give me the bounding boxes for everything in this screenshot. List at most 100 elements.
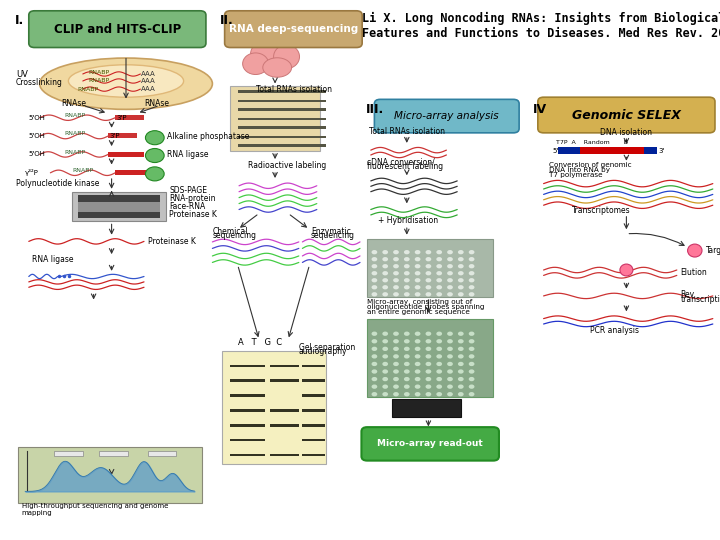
Text: III.: III. <box>366 103 384 116</box>
Circle shape <box>382 384 388 389</box>
Circle shape <box>382 278 388 282</box>
Text: sequencing: sequencing <box>212 232 256 240</box>
Circle shape <box>382 264 388 268</box>
Bar <box>567 147 580 154</box>
Circle shape <box>382 339 388 343</box>
Ellipse shape <box>68 65 184 97</box>
Circle shape <box>415 362 420 366</box>
Circle shape <box>436 369 442 374</box>
Bar <box>270 409 299 411</box>
Circle shape <box>393 362 399 366</box>
Circle shape <box>458 377 464 381</box>
Bar <box>644 147 657 154</box>
Circle shape <box>415 377 420 381</box>
Bar <box>230 379 265 382</box>
Circle shape <box>458 339 464 343</box>
FancyBboxPatch shape <box>29 11 206 48</box>
Circle shape <box>436 257 442 261</box>
Text: RNABP: RNABP <box>65 150 86 155</box>
Text: Rev.: Rev. <box>680 291 696 299</box>
Text: DNA into RNA by: DNA into RNA by <box>549 167 610 173</box>
Text: AAA: AAA <box>141 86 156 92</box>
Bar <box>148 451 176 456</box>
Bar <box>78 202 160 212</box>
Circle shape <box>372 285 377 289</box>
Circle shape <box>426 339 431 343</box>
Text: Li X. Long Noncoding RNAs: Insights from Biological
Features and Functions to Di: Li X. Long Noncoding RNAs: Insights from… <box>362 12 720 40</box>
Text: Chemical: Chemical <box>212 227 248 235</box>
Circle shape <box>426 250 431 254</box>
Circle shape <box>404 339 410 343</box>
Circle shape <box>426 285 431 289</box>
Bar <box>302 454 325 456</box>
Circle shape <box>426 392 431 396</box>
Circle shape <box>458 271 464 275</box>
Circle shape <box>469 369 474 374</box>
Circle shape <box>393 354 399 359</box>
Circle shape <box>447 271 453 275</box>
Circle shape <box>447 339 453 343</box>
Circle shape <box>393 339 399 343</box>
Circle shape <box>393 384 399 389</box>
Circle shape <box>447 292 453 296</box>
Circle shape <box>426 292 431 296</box>
Circle shape <box>447 392 453 396</box>
Text: Polynucleotide kinase: Polynucleotide kinase <box>16 179 99 188</box>
Bar <box>580 147 644 154</box>
Circle shape <box>145 148 164 163</box>
Text: transcription: transcription <box>680 295 720 304</box>
Text: Micro-array analysis: Micro-array analysis <box>395 111 499 121</box>
Bar <box>306 126 326 129</box>
Circle shape <box>436 347 442 351</box>
Bar <box>230 86 320 151</box>
Circle shape <box>458 384 464 389</box>
Circle shape <box>372 271 377 275</box>
Circle shape <box>404 384 410 389</box>
Circle shape <box>372 264 377 268</box>
Text: oligonucleotide probes spanning: oligonucleotide probes spanning <box>367 304 485 310</box>
Bar <box>302 409 325 411</box>
Circle shape <box>404 250 410 254</box>
Circle shape <box>404 332 410 336</box>
Circle shape <box>436 392 442 396</box>
Text: Face-RNA: Face-RNA <box>169 202 205 211</box>
Circle shape <box>372 332 377 336</box>
Text: Enzymatic: Enzymatic <box>311 227 351 235</box>
Text: 5'OH: 5'OH <box>29 133 45 139</box>
Text: fluorescent labeling: fluorescent labeling <box>367 162 444 171</box>
Text: an entire genomic sequence: an entire genomic sequence <box>367 309 470 315</box>
Bar <box>558 147 567 154</box>
Circle shape <box>415 354 420 359</box>
Text: Micro-array, consisting out of: Micro-array, consisting out of <box>367 299 472 305</box>
Circle shape <box>404 377 410 381</box>
Bar <box>284 126 310 129</box>
Text: PCR analysis: PCR analysis <box>590 326 639 335</box>
Text: 5': 5' <box>553 147 559 154</box>
Bar <box>306 107 326 111</box>
Circle shape <box>469 362 474 366</box>
Ellipse shape <box>688 244 702 257</box>
Circle shape <box>469 339 474 343</box>
Bar <box>78 195 160 218</box>
Circle shape <box>393 257 399 261</box>
Bar <box>302 379 325 382</box>
Circle shape <box>415 347 420 351</box>
Text: 5'OH: 5'OH <box>29 114 45 121</box>
Circle shape <box>469 271 474 275</box>
Bar <box>259 107 288 111</box>
Text: Conversion of genomic: Conversion of genomic <box>549 162 631 168</box>
Circle shape <box>447 347 453 351</box>
Circle shape <box>447 354 453 359</box>
FancyBboxPatch shape <box>361 427 499 461</box>
Bar <box>306 100 326 102</box>
Bar <box>302 364 325 367</box>
Text: RNABP: RNABP <box>78 86 99 92</box>
Ellipse shape <box>620 264 633 276</box>
Bar <box>72 192 166 221</box>
Circle shape <box>458 362 464 366</box>
Circle shape <box>382 285 388 289</box>
Bar <box>284 118 310 120</box>
Bar <box>392 399 461 417</box>
Bar <box>230 424 265 427</box>
Bar <box>230 409 265 411</box>
